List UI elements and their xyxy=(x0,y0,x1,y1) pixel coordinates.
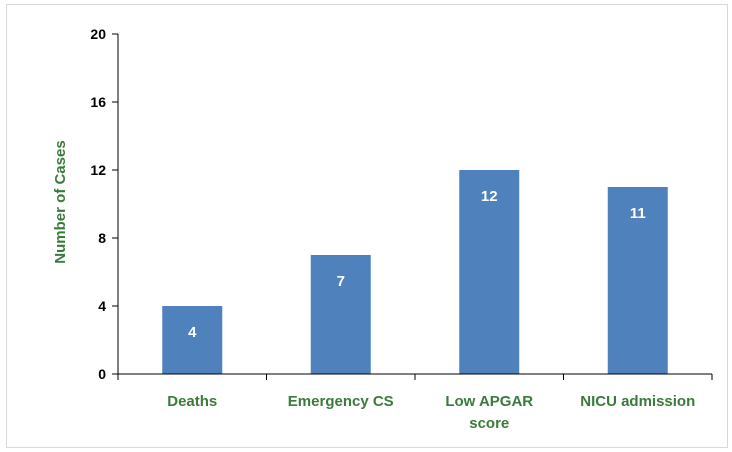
y-tick-label-3: 12 xyxy=(90,162,106,178)
data-label-2: 12 xyxy=(481,188,498,205)
y-tick-label-4: 16 xyxy=(90,94,106,110)
bar-0 xyxy=(162,306,223,374)
y-tick-label-2: 8 xyxy=(98,230,106,246)
data-label-0: 4 xyxy=(188,324,197,341)
y-tick-label-5: 20 xyxy=(90,26,106,42)
y-axis-title: Number of Cases xyxy=(52,140,69,263)
y-tick-label-1: 4 xyxy=(98,298,106,314)
x-category-label-2: Low APGAR score xyxy=(445,393,533,432)
x-category-label-1: Emergency CS xyxy=(288,393,394,410)
data-label-3: 11 xyxy=(630,205,646,222)
bar-2 xyxy=(459,170,520,374)
x-category-label-3: NICU admission xyxy=(580,393,695,410)
bar-1 xyxy=(310,255,371,374)
y-tick-label-0: 0 xyxy=(98,366,106,382)
data-label-1: 7 xyxy=(337,273,345,290)
x-category-label-0: Deaths xyxy=(167,393,217,410)
bar-3 xyxy=(607,187,668,374)
